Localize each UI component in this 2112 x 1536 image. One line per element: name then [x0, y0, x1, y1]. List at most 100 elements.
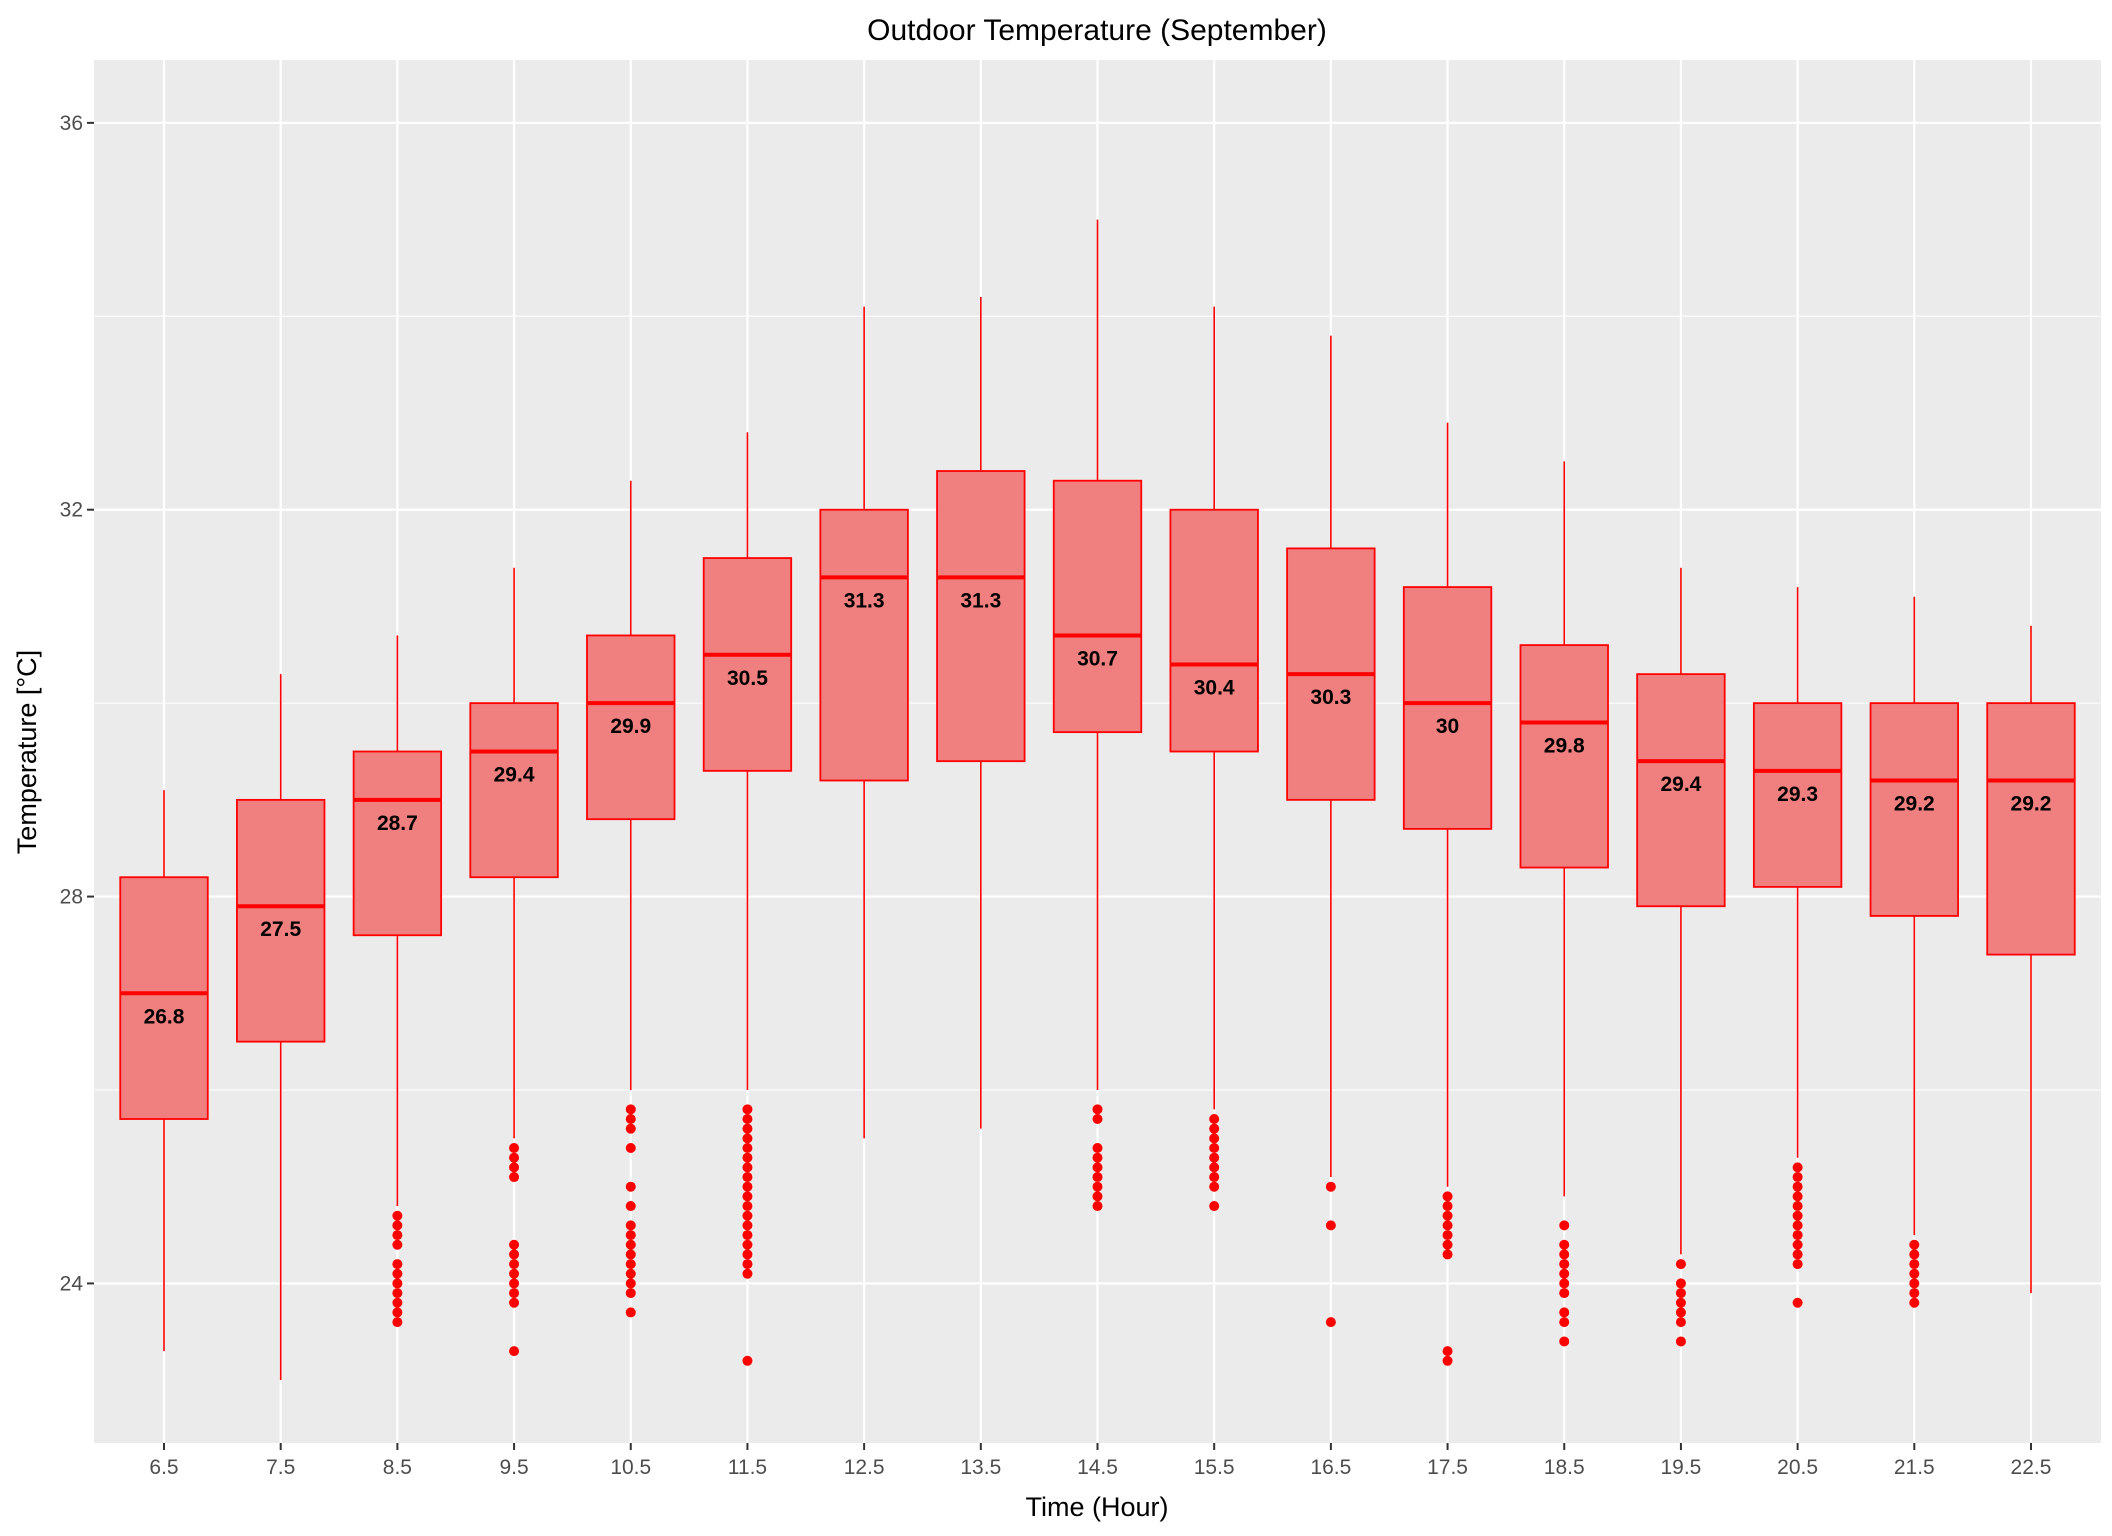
box-group-6-5: 26.8 — [119, 790, 209, 1352]
box-group-20-5: 29.3 — [1752, 587, 1843, 1308]
outlier-point — [392, 1278, 403, 1289]
x-tick-label: 6.5 — [149, 1456, 178, 1479]
outlier-point — [742, 1355, 753, 1366]
x-tick-label: 10.5 — [610, 1456, 651, 1479]
box-group-13-5: 31.3 — [936, 296, 1026, 1129]
outlier-point — [1675, 1288, 1686, 1299]
outlier-point — [1442, 1249, 1453, 1260]
outlier-point — [742, 1268, 753, 1279]
x-tick-label: 7.5 — [266, 1456, 295, 1479]
median-value-label: 29.2 — [2011, 793, 2052, 816]
outlier-point — [625, 1259, 636, 1270]
outlier-point — [392, 1297, 403, 1308]
outlier-point — [1442, 1230, 1453, 1241]
outlier-point — [392, 1210, 403, 1221]
outlier-point — [1675, 1317, 1686, 1328]
outlier-point — [509, 1162, 520, 1173]
y-tick-label: 36 — [60, 112, 83, 135]
outlier-point — [1559, 1278, 1570, 1289]
outlier-point — [509, 1346, 520, 1357]
box-group-17-5: 30 — [1402, 422, 1493, 1366]
axes: 24 28 32 36 6.5 7.5 8.5 9.5 10.5 11.5 12.5 13.5 14.5… — [60, 112, 2052, 1479]
outlier-point — [392, 1288, 403, 1299]
outlier-point — [625, 1123, 636, 1134]
y-tick-label: 24 — [60, 1272, 84, 1295]
outlier-point — [1792, 1239, 1803, 1250]
outlier-point — [1209, 1181, 1220, 1192]
outlier-point — [1442, 1191, 1453, 1202]
outlier-point — [1209, 1114, 1220, 1125]
outlier-point — [1675, 1297, 1686, 1308]
outlier-point — [625, 1104, 636, 1115]
outlier-point — [1792, 1191, 1803, 1202]
outlier-point — [742, 1201, 753, 1212]
outlier-point — [1209, 1162, 1220, 1173]
median-value-label: 29.8 — [1544, 734, 1585, 757]
outlier-point — [509, 1172, 520, 1183]
outlier-point — [1909, 1288, 1920, 1299]
outlier-point — [742, 1220, 753, 1231]
box-group-21-5: 29.2 — [1869, 596, 1959, 1308]
box-group-10-5: 29.9 — [586, 480, 676, 1318]
outlier-point — [1209, 1133, 1220, 1144]
outlier-point — [1792, 1210, 1803, 1221]
box-group-16-5: 30.3 — [1286, 335, 1376, 1328]
outlier-point — [625, 1201, 636, 1212]
x-tick-label: 16.5 — [1310, 1456, 1351, 1479]
outlier-point — [392, 1307, 403, 1318]
outlier-point — [509, 1152, 520, 1163]
median-value-label: 30.3 — [1310, 686, 1351, 709]
outlier-point — [1909, 1239, 1920, 1250]
outlier-point — [625, 1143, 636, 1154]
outlier-point — [1092, 1152, 1103, 1163]
outlier-point — [1442, 1210, 1453, 1221]
iqr-box — [1752, 702, 1843, 888]
median-value-label: 30.4 — [1194, 676, 1235, 699]
median-value-label: 30.5 — [727, 667, 768, 690]
x-tick-label: 21.5 — [1894, 1456, 1935, 1479]
outlier-point — [1675, 1336, 1686, 1347]
box-group-7-5: 27.5 — [236, 674, 326, 1381]
outlier-point — [1209, 1172, 1220, 1183]
outlier-point — [742, 1191, 753, 1202]
outlier-point — [1325, 1220, 1336, 1231]
outlier-point — [742, 1114, 753, 1125]
outlier-point — [1792, 1220, 1803, 1231]
outlier-point — [742, 1210, 753, 1221]
outlier-point — [1675, 1307, 1686, 1318]
outlier-point — [742, 1143, 753, 1154]
outlier-point — [1442, 1346, 1453, 1357]
x-tick-label: 18.5 — [1544, 1456, 1585, 1479]
outlier-point — [1792, 1249, 1803, 1260]
median-value-label: 31.3 — [960, 589, 1001, 612]
iqr-box — [1052, 479, 1143, 734]
outlier-point — [742, 1259, 753, 1270]
outlier-point — [1325, 1317, 1336, 1328]
outlier-point — [1559, 1268, 1570, 1279]
median-value-label: 26.8 — [144, 1005, 185, 1028]
outlier-point — [1559, 1336, 1570, 1347]
outlier-point — [742, 1123, 753, 1134]
outlier-point — [1909, 1278, 1920, 1289]
outlier-point — [1792, 1259, 1803, 1270]
outlier-point — [1209, 1152, 1220, 1163]
outlier-point — [1442, 1355, 1453, 1366]
y-tick-label: 32 — [60, 499, 83, 522]
outlier-point — [1675, 1278, 1686, 1289]
outlier-point — [509, 1268, 520, 1279]
iqr-box — [236, 798, 326, 1043]
x-tick-label: 12.5 — [844, 1456, 885, 1479]
outlier-point — [1559, 1239, 1570, 1250]
outlier-point — [1559, 1249, 1570, 1260]
outlier-point — [625, 1288, 636, 1299]
iqr-box — [586, 634, 676, 821]
box-group-14-5: 30.7 — [1052, 219, 1143, 1212]
x-tick-label: 8.5 — [383, 1456, 412, 1479]
x-tick-label: 22.5 — [2011, 1456, 2052, 1479]
outlier-point — [742, 1172, 753, 1183]
outlier-point — [1792, 1172, 1803, 1183]
outlier-point — [1792, 1162, 1803, 1173]
outlier-point — [742, 1104, 753, 1115]
iqr-box — [119, 876, 209, 1120]
x-tick-label: 13.5 — [960, 1456, 1001, 1479]
